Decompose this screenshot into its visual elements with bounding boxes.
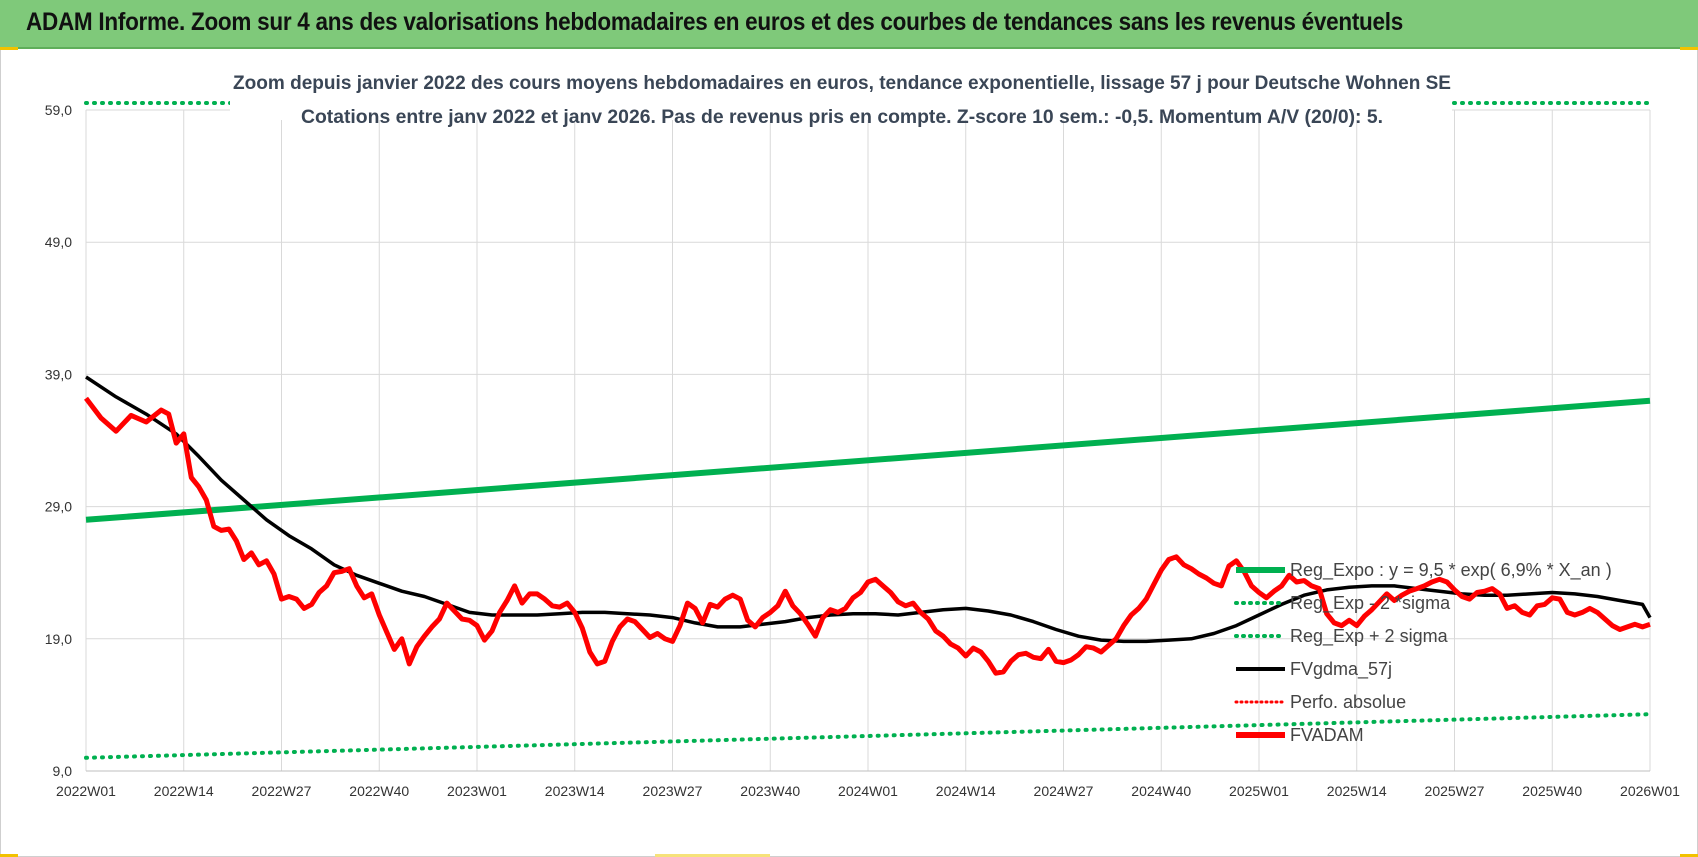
- y-tick-label: 39,0: [45, 366, 72, 382]
- series-line-fvadam: [84, 396, 1651, 676]
- x-tick-label: 2025W27: [1425, 783, 1485, 799]
- y-tick-label: 19,0: [45, 631, 72, 647]
- y-tick-label: 59,0: [45, 102, 72, 118]
- series-reg-expo: [85, 397, 1651, 523]
- x-tick-label: 2023W01: [447, 783, 507, 799]
- x-tick-label: 2024W14: [936, 783, 996, 799]
- subtitle-background: [230, 62, 1452, 120]
- report-banner: ADAM Informe. Zoom sur 4 ans des valoris…: [0, 0, 1698, 49]
- x-tick-label: 2024W01: [838, 783, 898, 799]
- selection-marker: [655, 854, 770, 857]
- legend-label: FVgdma_57j: [1290, 659, 1392, 680]
- series-line-reg-expo: [85, 397, 1651, 523]
- legend-label: Perfo. absolue: [1290, 692, 1406, 712]
- series-line-reg-exp-minus: [84, 712, 1652, 760]
- x-tick-label: 2024W27: [1034, 783, 1094, 799]
- x-tick-label: 2022W14: [154, 783, 214, 799]
- legend-label: Reg_Expo : y = 9,5 * exp( 6,9% * X_an ): [1290, 560, 1612, 581]
- x-tick-label: 2026W01: [1620, 783, 1680, 799]
- legend-label: FVADAM: [1290, 725, 1364, 745]
- x-tick-label: 2025W14: [1327, 783, 1387, 799]
- x-tick-label: 2022W40: [349, 783, 409, 799]
- x-axis-ticks: 2022W01 2022W14 2022W27 2022W40 2023W01 2023W…: [56, 783, 1680, 799]
- corner-marker: [1680, 47, 1698, 50]
- series-fvgdma-57j: [85, 375, 1652, 644]
- x-tick-label: 2022W27: [252, 783, 312, 799]
- series-line-fvgdma: [85, 375, 1652, 644]
- legend-label: Reg_Exp + 2 sigma: [1290, 626, 1449, 647]
- chart-legend: Reg_Expo : y = 9,5 * exp( 6,9% * X_an ) R…: [1234, 560, 1612, 745]
- x-tick-label: 2024W40: [1131, 783, 1191, 799]
- corner-marker: [0, 854, 18, 857]
- legend-label: Reg_Exp - 2 *sigma: [1290, 593, 1451, 614]
- x-tick-label: 2023W40: [740, 783, 800, 799]
- y-tick-label: 49,0: [45, 234, 72, 250]
- y-axis-ticks: 9,0 19,0 29,0 39,0 49,0 59,0: [45, 102, 72, 779]
- x-tick-label: 2025W40: [1522, 783, 1582, 799]
- series-reg-exp-minus-2-sigma: [84, 712, 1652, 760]
- x-tick-label: 2023W14: [545, 783, 605, 799]
- chart-subtitle-line1: Zoom depuis janvier 2022 des cours moyen…: [233, 73, 1451, 94]
- report-title: ADAM Informe. Zoom sur 4 ans des valoris…: [26, 8, 1403, 36]
- x-tick-label: 2025W01: [1229, 783, 1289, 799]
- y-tick-label: 9,0: [53, 763, 73, 779]
- y-tick-label: 29,0: [45, 499, 72, 515]
- gridlines: [85, 109, 1651, 772]
- series-fvadam: [84, 396, 1651, 676]
- x-tick-label: 2022W01: [56, 783, 116, 799]
- corner-marker: [0, 47, 18, 50]
- chart-subtitle-line2: Cotations entre janv 2022 et janv 2026. …: [301, 107, 1383, 128]
- x-tick-label: 2023W27: [643, 783, 703, 799]
- corner-marker: [1680, 854, 1698, 857]
